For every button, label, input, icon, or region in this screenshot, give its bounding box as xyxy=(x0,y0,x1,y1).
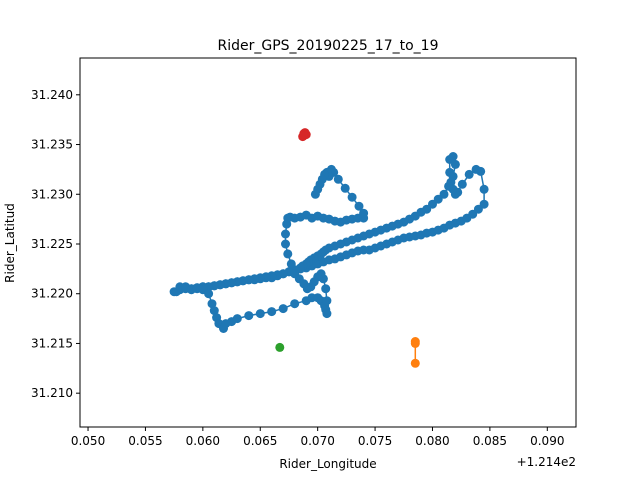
data-point xyxy=(275,342,285,352)
x-tick-label: 0.070 xyxy=(300,434,334,448)
x-axis-label: Rider_Longitude xyxy=(279,457,376,471)
data-point xyxy=(354,201,364,211)
data-point xyxy=(471,164,481,174)
data-point xyxy=(299,131,309,141)
axes-frame xyxy=(79,57,577,428)
data-point xyxy=(448,152,458,161)
y-tick-label: 31.210 xyxy=(31,386,73,400)
data-point xyxy=(333,174,343,184)
data-point xyxy=(267,307,277,317)
y-tick-label: 31.215 xyxy=(31,336,73,350)
data-point xyxy=(310,189,320,199)
y-tick-label: 31.230 xyxy=(31,187,73,201)
y-tick-label: 31.235 xyxy=(31,138,73,152)
y-tick-label: 31.220 xyxy=(31,287,73,301)
data-point xyxy=(448,171,458,181)
series-3 xyxy=(298,128,311,142)
x-tick-label: 0.075 xyxy=(358,434,392,448)
data-point xyxy=(209,306,219,316)
data-point xyxy=(340,183,350,193)
data-point xyxy=(479,184,489,194)
data-point xyxy=(479,199,489,209)
y-tick-label: 31.225 xyxy=(31,237,73,251)
data-point xyxy=(286,259,296,269)
data-point xyxy=(457,179,467,189)
data-point xyxy=(444,181,454,191)
y-tick-label: 31.240 xyxy=(31,88,73,102)
data-point xyxy=(410,358,420,368)
data-point xyxy=(290,299,300,309)
data-point xyxy=(290,269,300,279)
y-axis-label: Rider_Latitud xyxy=(3,203,17,283)
chart-title: Rider_GPS_20190225_17_to_19 xyxy=(218,38,439,54)
x-tick-label: 0.050 xyxy=(71,434,105,448)
data-point xyxy=(204,289,214,299)
data-point xyxy=(359,208,369,218)
series-1 xyxy=(410,337,420,368)
y-axis: 31.210 31.215 31.220 31.225 31.230 31.235 31.2… xyxy=(31,88,80,400)
x-axis-offset-label: +1.214e2 xyxy=(517,455,576,469)
data-point xyxy=(278,304,288,314)
data-point xyxy=(281,229,290,239)
series-0 xyxy=(169,152,489,333)
series-2 xyxy=(275,342,285,352)
data-point xyxy=(450,159,460,169)
x-tick-label: 0.055 xyxy=(128,434,162,448)
data-point xyxy=(232,314,242,324)
data-point xyxy=(321,284,331,294)
data-point xyxy=(207,299,217,309)
x-tick-label: 0.065 xyxy=(243,434,277,448)
data-point xyxy=(255,309,265,319)
x-tick-label: 0.085 xyxy=(473,434,507,448)
x-tick-label: 0.060 xyxy=(186,434,220,448)
data-point xyxy=(464,169,474,179)
axes-background xyxy=(80,58,576,427)
plot-area: 0.050 0.055 0.060 0.065 0.070 0.075 0.080 0.085… xyxy=(31,57,577,448)
x-axis: 0.050 0.055 0.060 0.065 0.070 0.075 0.080 0.085… xyxy=(71,427,564,448)
data-point xyxy=(410,339,420,348)
x-tick-label: 0.090 xyxy=(530,434,564,448)
data-point xyxy=(281,239,290,249)
data-point xyxy=(244,311,254,321)
data-point xyxy=(322,296,332,306)
data-point xyxy=(283,249,293,259)
x-tick-label: 0.080 xyxy=(415,434,449,448)
data-point xyxy=(322,309,332,319)
data-point xyxy=(347,192,357,202)
series-layer xyxy=(169,128,489,368)
